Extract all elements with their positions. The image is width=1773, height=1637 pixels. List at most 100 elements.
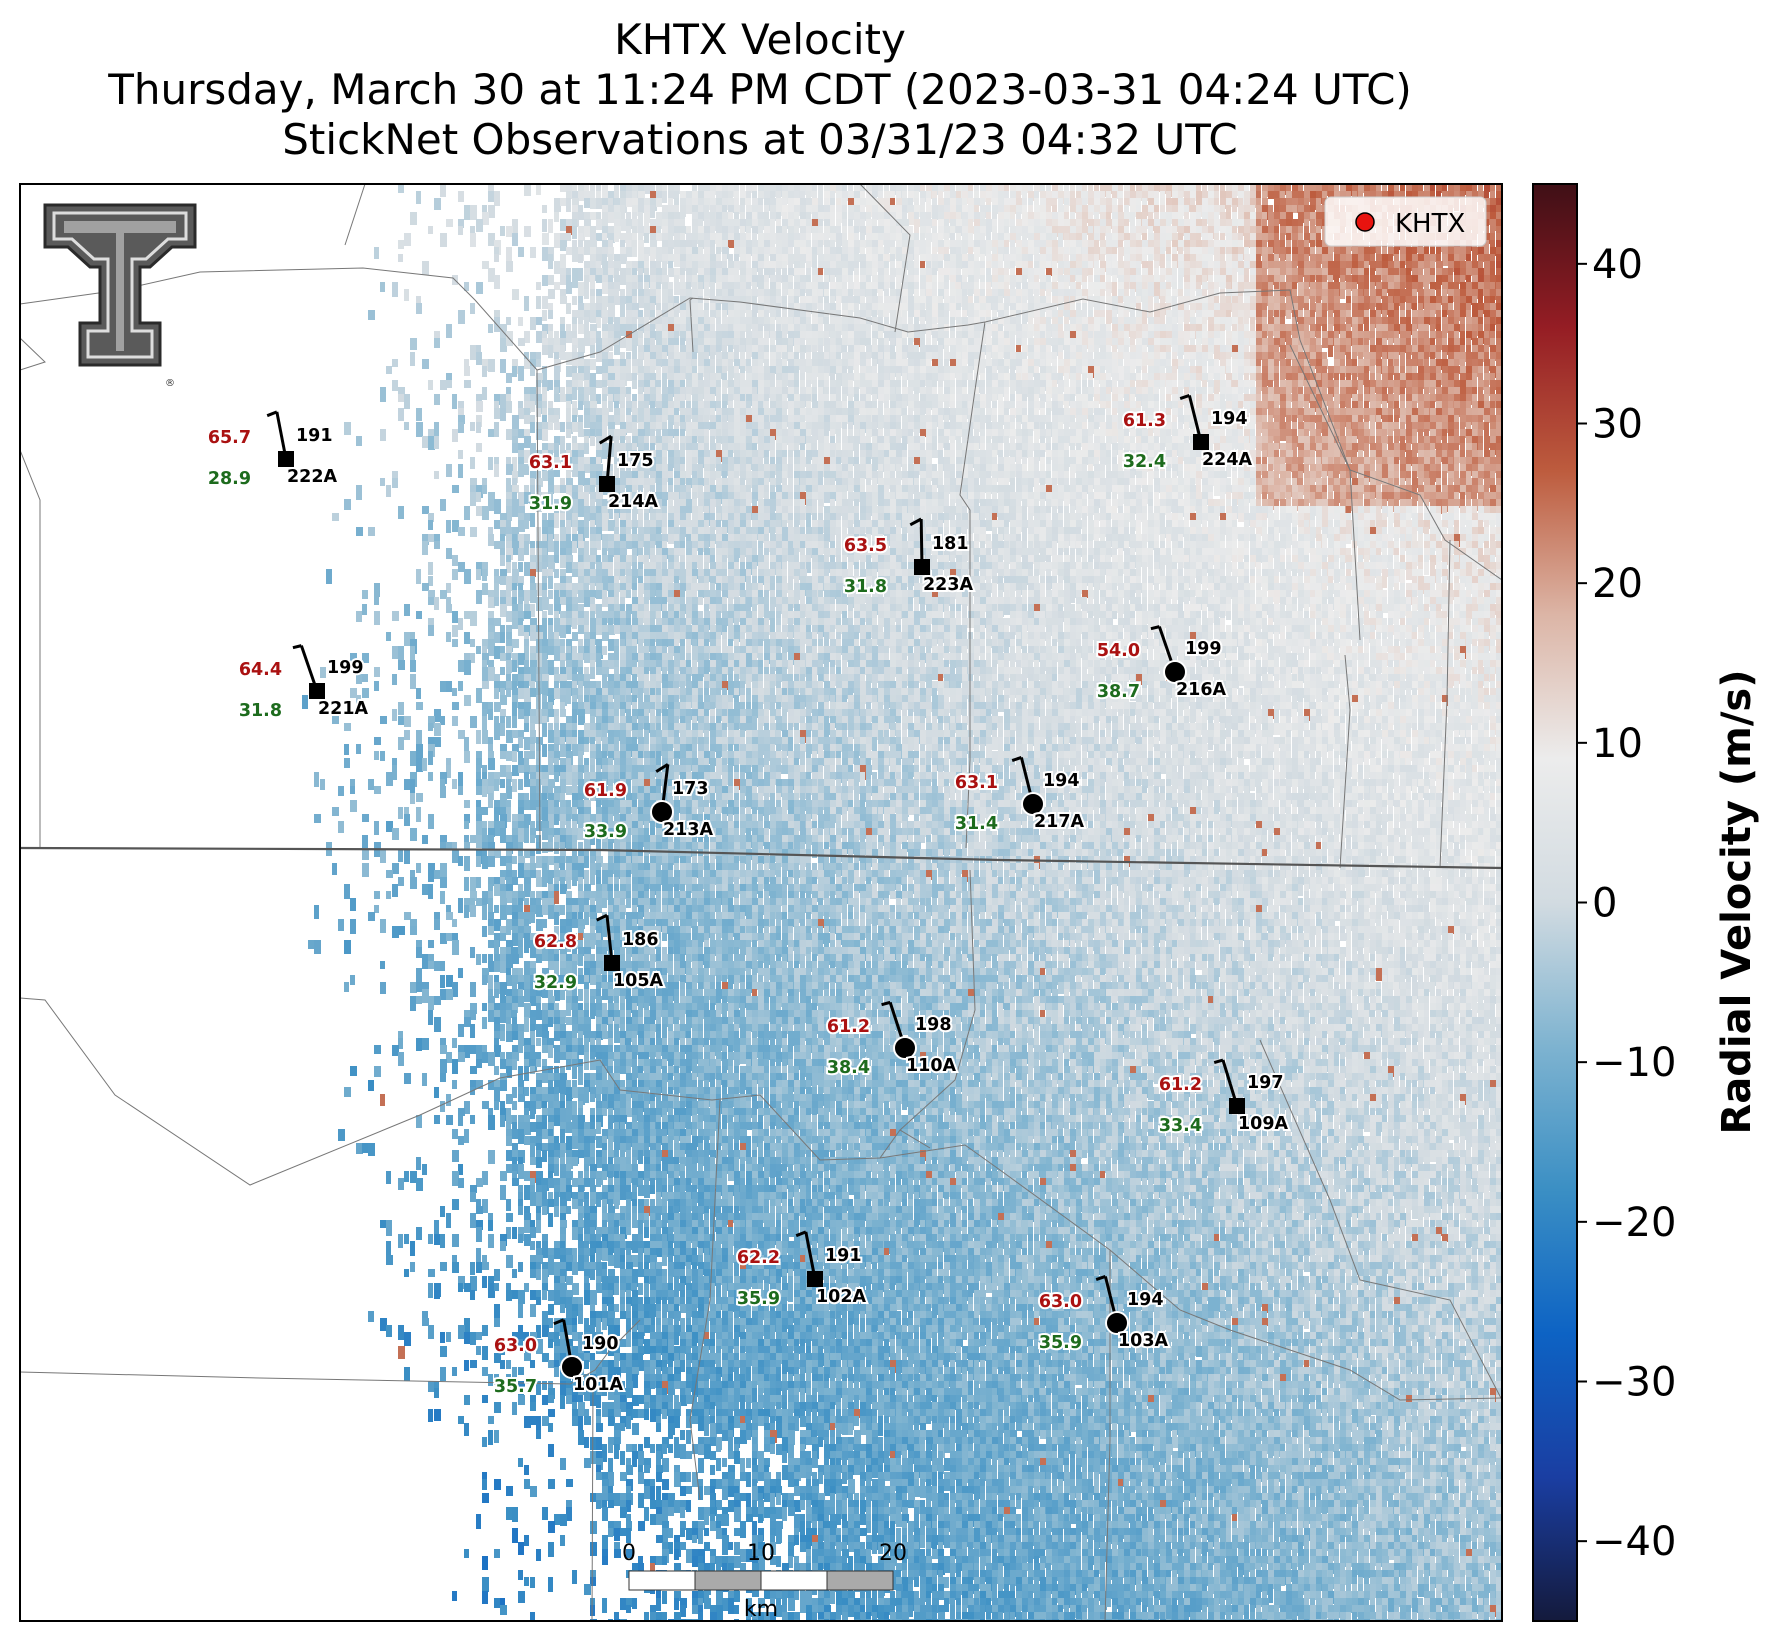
station-id-label: 102A <box>816 1287 867 1307</box>
dewpoint-label: 33.4 <box>1159 1116 1202 1136</box>
scale-bar-unit: km <box>744 1597 778 1622</box>
station-id-label: 110A <box>906 1056 957 1076</box>
scale-bar-label-0: 0 <box>622 1541 636 1566</box>
station-id-label: 216A <box>1176 680 1227 700</box>
map-frame <box>19 183 1503 1622</box>
map-legend: KHTX <box>1324 196 1487 247</box>
colorbar-tick-label: −20 <box>1592 1200 1676 1246</box>
colorbar-tick-label: 20 <box>1592 561 1643 607</box>
temperature-label: 65.7 <box>208 428 251 448</box>
station-square-icon <box>1229 1098 1245 1114</box>
station-square-icon <box>1193 434 1209 450</box>
station-101A[interactable]: 63.0 190 35.7 101A <box>492 1318 626 1399</box>
dewpoint-label: 35.7 <box>494 1377 537 1397</box>
wind-direction-label: 199 <box>327 658 364 678</box>
wind-barb-flag <box>1179 394 1190 401</box>
colorbar-label: Radial Velocity (m/s) <box>1714 669 1760 1134</box>
wind-barb-flag <box>292 644 302 650</box>
colorbar-scale <box>1532 183 1578 1622</box>
station-id-label: 101A <box>573 1375 624 1395</box>
station-102A[interactable]: 62.2 191 35.9 102A <box>735 1230 869 1311</box>
station-circle-icon <box>650 800 674 824</box>
station-id-label: 214A <box>608 492 659 512</box>
wind-direction-label: 198 <box>915 1015 952 1035</box>
scale-bar-label-20: 20 <box>879 1541 907 1566</box>
station-circle-icon <box>560 1355 584 1379</box>
station-223A[interactable]: 63.5 181 31.8 223A <box>842 517 976 599</box>
wind-direction-label: 191 <box>296 426 333 446</box>
scale-bar-segment <box>694 1570 762 1591</box>
colorbar-tick-label: −10 <box>1592 1040 1676 1086</box>
station-221A[interactable]: 64.4 199 31.8 221A <box>237 644 371 723</box>
station-103A[interactable]: 63.0 194 35.9 103A <box>1037 1275 1171 1355</box>
station-square-icon <box>604 955 620 971</box>
temperature-label: 63.1 <box>529 453 572 473</box>
station-222A[interactable]: 65.7 191 28.9 222A <box>206 410 340 491</box>
dewpoint-label: 32.9 <box>534 973 577 993</box>
wind-direction-label: 190 <box>582 1334 619 1354</box>
khtx-radar-marker-icon <box>1355 212 1375 232</box>
wind-direction-label: 194 <box>1127 1290 1164 1310</box>
wind-direction-label: 194 <box>1043 771 1080 791</box>
temperature-label: 63.0 <box>1039 1292 1082 1312</box>
temperature-label: 61.9 <box>584 781 627 801</box>
station-105A[interactable]: 62.8 186 32.9 105A <box>532 913 666 995</box>
station-224A[interactable]: 61.3 194 32.4 224A <box>1121 394 1255 474</box>
colorbar-tick-label: 0 <box>1592 881 1617 927</box>
wind-direction-label: 199 <box>1185 639 1222 659</box>
temperature-label: 62.2 <box>737 1248 780 1268</box>
temperature-label: 63.5 <box>844 536 887 556</box>
wind-direction-label: 173 <box>672 779 709 799</box>
station-id-label: 224A <box>1202 450 1253 470</box>
station-id-label: 213A <box>663 820 714 840</box>
station-217A[interactable]: 63.1 194 31.4 217A <box>953 756 1087 836</box>
dewpoint-label: 31.9 <box>529 494 572 514</box>
dewpoint-label: 28.9 <box>208 469 251 489</box>
temperature-label: 61.3 <box>1123 411 1166 431</box>
wind-barb-flag <box>1095 1275 1106 1282</box>
station-square-icon <box>807 1271 823 1287</box>
colorbar-tick-label: 30 <box>1592 402 1643 448</box>
station-110A[interactable]: 61.2 198 38.4 110A <box>825 1000 959 1080</box>
dewpoint-label: 33.9 <box>584 822 627 842</box>
station-214A[interactable]: 63.1 175 31.9 214A <box>527 434 661 516</box>
station-id-label: 109A <box>1238 1114 1289 1134</box>
dewpoint-label: 31.4 <box>955 814 998 834</box>
dewpoint-label: 31.8 <box>239 701 282 721</box>
dewpoint-label: 32.4 <box>1123 452 1166 472</box>
wind-barb-flag <box>266 410 278 418</box>
station-square-icon <box>278 451 294 467</box>
scale-bar-segment <box>628 1570 696 1591</box>
station-square-icon <box>599 476 615 492</box>
wind-barb-flag <box>598 434 612 445</box>
scale-bar-segment <box>826 1570 894 1591</box>
station-id-label: 217A <box>1034 812 1085 832</box>
dewpoint-label: 35.9 <box>1039 1333 1082 1353</box>
station-109A[interactable]: 61.2 197 33.4 109A <box>1157 1058 1291 1138</box>
colorbar-tick-label: −30 <box>1592 1360 1676 1406</box>
colorbar-ticks: 40 30 20 10 0 −10 −20 −30 −40 <box>1577 242 1676 1565</box>
station-213A[interactable]: 61.9 173 33.9 213A <box>582 763 716 844</box>
wind-direction-label: 197 <box>1247 1073 1284 1093</box>
station-circle-icon <box>1021 792 1045 816</box>
wind-barb-flag <box>881 1000 891 1007</box>
title-line-1: KHTX Velocity <box>614 15 906 64</box>
station-circle-icon <box>1105 1311 1129 1335</box>
county-boundaries <box>20 184 1502 1621</box>
colorbar: 40 30 20 10 0 −10 −20 −30 −40 Radial Velocity (m… <box>1532 183 1760 1622</box>
colorbar-tick-label: 10 <box>1592 721 1643 767</box>
wind-direction-label: 186 <box>622 930 659 950</box>
colorbar-tick-label: 40 <box>1592 242 1643 288</box>
dewpoint-label: 35.9 <box>737 1289 780 1309</box>
colorbar-tick-label: −40 <box>1592 1519 1676 1565</box>
wind-direction-label: 191 <box>825 1246 862 1266</box>
wind-direction-label: 194 <box>1211 409 1248 429</box>
station-216A[interactable]: 54.0 199 38.7 216A <box>1095 625 1229 704</box>
dewpoint-label: 31.8 <box>844 577 887 597</box>
sticknet-stations: 65.7 191 28.9 222A 63.1 175 31.9 214A 61.3 194 32.… <box>206 394 1291 1399</box>
wind-barb-flag <box>1011 756 1022 763</box>
station-circle-icon <box>893 1036 917 1060</box>
legend-label: KHTX <box>1395 209 1465 239</box>
temperature-label: 64.4 <box>239 660 282 680</box>
